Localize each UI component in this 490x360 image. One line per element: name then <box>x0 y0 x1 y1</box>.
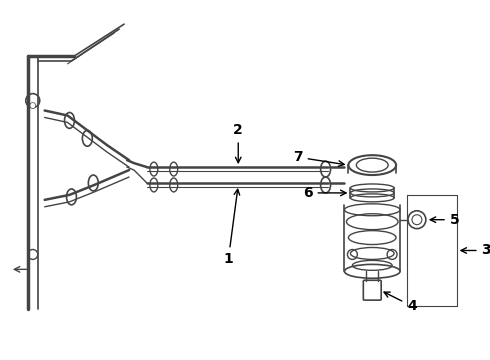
Text: 2: 2 <box>233 123 243 163</box>
Text: 4: 4 <box>384 292 417 313</box>
Circle shape <box>30 103 36 108</box>
Text: 6: 6 <box>303 186 346 200</box>
Text: 5: 5 <box>430 213 460 227</box>
Text: 3: 3 <box>461 243 490 257</box>
Text: 7: 7 <box>293 150 344 166</box>
Text: 1: 1 <box>223 189 240 266</box>
